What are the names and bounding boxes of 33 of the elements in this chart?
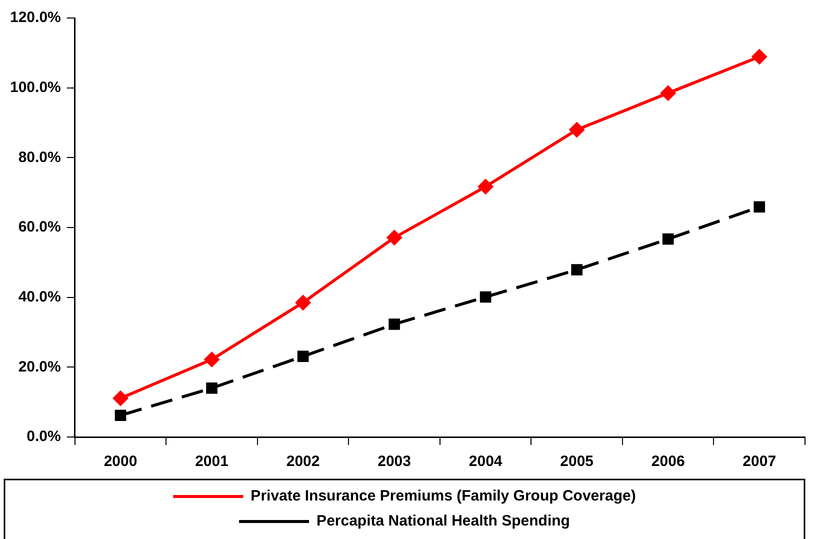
y-tick-label: 60.0% — [18, 218, 61, 236]
y-tick-label: 120.0% — [10, 9, 61, 26]
x-tick-label: 2004 — [468, 453, 503, 470]
x-tick-label: 2006 — [651, 453, 685, 470]
legend-label: Private Insurance Premiums (Family Group Coverage) — [250, 488, 636, 505]
point — [295, 294, 312, 311]
y-tick-label: 100.0% — [10, 78, 61, 96]
point — [388, 318, 400, 330]
point — [204, 351, 220, 368]
point — [112, 390, 129, 406]
y-tick-label: 80.0% — [18, 148, 61, 166]
point — [386, 230, 402, 246]
point — [660, 85, 676, 102]
point — [571, 264, 582, 276]
point — [568, 122, 585, 138]
point — [478, 178, 494, 195]
point — [480, 291, 492, 303]
y-tick-label: 20.0% — [18, 358, 61, 376]
x-tick-label: 2007 — [742, 453, 776, 470]
point — [751, 48, 768, 65]
legend-label: Percapita National Health Spending — [316, 512, 570, 530]
y-tick-label: 0.0% — [26, 428, 61, 446]
x-tick-label: 2001 — [195, 453, 228, 470]
point — [297, 350, 309, 362]
y-tick-label: 40.0% — [18, 288, 61, 306]
point — [206, 382, 218, 394]
point — [754, 201, 766, 213]
x-tick-label: 2000 — [104, 453, 138, 470]
point — [114, 410, 126, 422]
x-tick-label: 2002 — [286, 453, 320, 470]
point — [662, 233, 674, 245]
x-tick-label: 2003 — [378, 453, 411, 470]
x-tick-label: 2005 — [560, 453, 594, 470]
